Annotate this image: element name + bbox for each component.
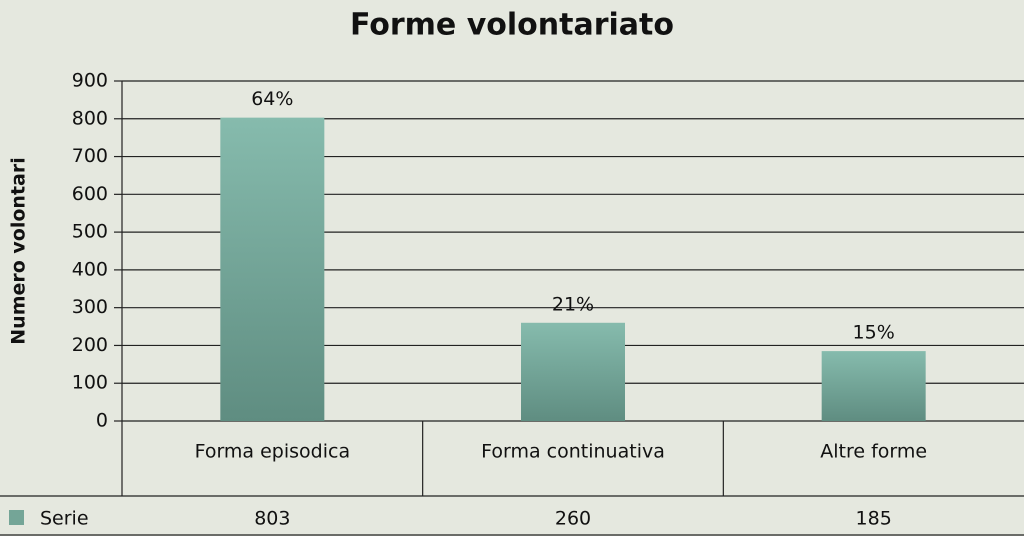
y-tick-label: 800 xyxy=(72,107,108,129)
y-tick-label: 200 xyxy=(72,334,108,356)
y-tick-label: 900 xyxy=(72,70,108,92)
bar xyxy=(521,322,625,421)
y-axis-label: Numero volontari xyxy=(8,157,30,344)
y-tick-label: 500 xyxy=(72,221,108,243)
chart-title: Forme volontariato xyxy=(350,8,674,43)
table-value: 803 xyxy=(254,508,290,530)
legend-label: Serie xyxy=(40,508,89,530)
y-tick-label: 400 xyxy=(72,258,108,280)
bar xyxy=(821,351,926,421)
data-label: 21% xyxy=(552,293,594,315)
y-tick-label: 100 xyxy=(72,372,108,394)
table-value: 185 xyxy=(856,508,892,530)
y-tick-label: 700 xyxy=(72,145,108,167)
x-tick-label: Forma episodica xyxy=(195,441,351,463)
data-label: 64% xyxy=(251,88,293,110)
y-tick-label: 300 xyxy=(72,296,108,318)
table-value: 260 xyxy=(555,508,591,530)
y-tick-label: 600 xyxy=(72,183,108,205)
data-label: 15% xyxy=(853,322,895,344)
x-tick-label: Forma continuativa xyxy=(481,441,665,463)
legend-swatch xyxy=(9,510,24,525)
x-tick-label: Altre forme xyxy=(820,441,927,463)
bar xyxy=(220,117,325,422)
y-tick-label: 0 xyxy=(96,410,108,432)
